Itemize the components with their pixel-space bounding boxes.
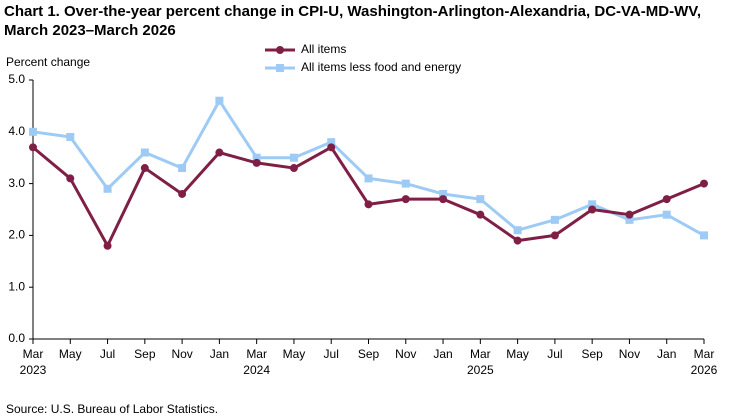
x-tick-label: Mar 2026 <box>690 347 718 377</box>
data-point <box>140 148 149 157</box>
data-point <box>103 184 112 193</box>
data-point <box>289 164 298 173</box>
x-tick-label: Jan <box>657 347 677 361</box>
y-tick-label: 3.0 <box>8 176 25 190</box>
source-note: Source: U.S. Bureau of Labor Statistics. <box>6 402 219 416</box>
y-tick-label: 0.0 <box>8 331 25 345</box>
data-point <box>215 96 224 105</box>
data-point <box>327 138 336 147</box>
data-point <box>476 195 485 204</box>
data-point <box>439 195 448 204</box>
y-tick-label: 5.0 <box>8 72 25 86</box>
data-point <box>588 205 597 214</box>
x-tick-label: Mar 2023 <box>19 347 47 377</box>
x-tick-label: Sep <box>357 347 380 361</box>
legend-label: All items <box>301 42 346 56</box>
data-point <box>327 143 336 152</box>
data-point <box>588 200 597 209</box>
data-point <box>178 189 187 198</box>
data-point <box>364 174 373 183</box>
data-point <box>550 215 559 224</box>
data-point <box>662 195 671 204</box>
data-point <box>103 241 112 250</box>
data-point <box>178 164 187 173</box>
y-tick-label: 1.0 <box>8 279 25 293</box>
data-point <box>289 153 298 162</box>
data-point <box>662 210 671 219</box>
data-point <box>439 189 448 198</box>
x-tick-label: May <box>282 347 306 361</box>
x-tick-label: Jul <box>99 347 116 361</box>
data-point <box>29 143 37 152</box>
y-axis-label: Percent change <box>6 55 90 69</box>
data-point <box>700 231 708 240</box>
data-point <box>513 226 522 235</box>
series-line <box>32 99 705 237</box>
y-tick-label: 2.0 <box>8 228 25 242</box>
x-tick-label: Sep <box>134 347 156 361</box>
x-tick-label: Jul <box>323 347 339 361</box>
data-point <box>401 179 410 188</box>
x-tick-label: Nov <box>618 347 641 361</box>
data-point <box>700 179 708 188</box>
legend-label: All items less food and energy <box>301 60 461 74</box>
chart-title: Chart 1. Over-the-year percent change in… <box>4 3 702 39</box>
x-tick-label: Mar 2024 <box>243 347 270 377</box>
x-tick-label: May <box>58 347 82 361</box>
data-point <box>513 236 522 245</box>
data-point <box>140 164 149 173</box>
y-tick-label: 4.0 <box>8 124 25 138</box>
x-tick-label: Nov <box>171 347 193 361</box>
x-tick-label: May <box>506 347 529 361</box>
data-point <box>66 174 75 183</box>
x-tick-label: Jan <box>209 347 230 361</box>
data-point <box>401 195 410 204</box>
data-point <box>550 231 559 240</box>
data-point <box>66 132 75 141</box>
legend-marker <box>276 46 284 54</box>
data-point <box>625 210 634 219</box>
x-tick-label: Jan <box>433 347 453 361</box>
data-point <box>364 200 373 209</box>
data-point <box>29 127 37 136</box>
data-point <box>252 158 261 167</box>
data-point <box>215 148 224 157</box>
x-tick-label: Sep <box>581 347 603 361</box>
x-tick-label: Jul <box>547 347 563 361</box>
legend-marker <box>276 64 284 72</box>
x-tick-label: Mar 2025 <box>466 347 494 377</box>
data-point <box>252 153 261 162</box>
data-point <box>476 210 485 219</box>
data-point <box>625 215 634 224</box>
x-tick-label: Nov <box>395 347 417 361</box>
